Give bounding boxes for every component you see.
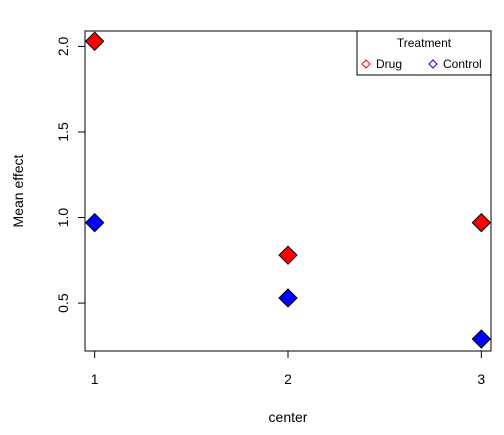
point-drug xyxy=(471,212,492,233)
y-axis-label: Mean effect xyxy=(10,154,26,227)
legend-marker-drug xyxy=(361,59,371,69)
legend-box xyxy=(356,30,492,76)
x-tick-label: 1 xyxy=(91,371,99,387)
point-control xyxy=(278,288,298,308)
x-tick-label: 2 xyxy=(284,371,292,387)
point-control xyxy=(84,212,105,233)
y-tick-label: 0.5 xyxy=(55,293,71,313)
data-points xyxy=(84,31,492,349)
legend-label-drug: Drug xyxy=(376,57,402,71)
legend-title: Treatment xyxy=(397,36,452,50)
y-axis: 0.5 1.0 1.5 2.0 xyxy=(55,36,86,313)
x-axis-label: center xyxy=(269,409,308,425)
y-tick-label: 2.0 xyxy=(55,36,71,56)
x-axis: 1 2 3 xyxy=(91,350,485,387)
legend: Treatment Drug Control xyxy=(356,30,492,76)
y-tick-label: 1.0 xyxy=(55,208,71,228)
legend-marker-control xyxy=(428,59,438,69)
point-drug xyxy=(278,245,298,265)
point-control xyxy=(471,329,492,349)
y-tick-label: 1.5 xyxy=(55,122,71,142)
point-drug xyxy=(84,31,105,51)
x-tick-label: 3 xyxy=(477,371,485,387)
legend-label-control: Control xyxy=(443,57,482,71)
